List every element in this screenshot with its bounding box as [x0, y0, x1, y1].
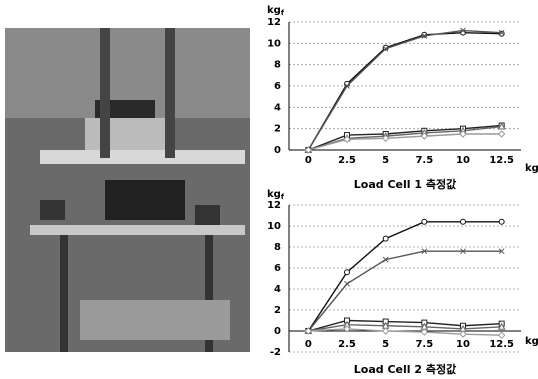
x-tick-label: 7.5: [415, 339, 433, 350]
x-tick-label: 12.5: [489, 155, 514, 166]
x-axis-label: kgf: [525, 336, 538, 348]
marker: [345, 281, 350, 286]
chart-title: Load Cell 1 측정값: [354, 177, 456, 191]
y-tick-label: 6: [274, 81, 281, 92]
series-line: [308, 329, 501, 335]
marker: [421, 329, 427, 335]
figure: 02468101202.557.51012.5kgfkgfLoad Cell 1…: [0, 0, 538, 379]
y-tick-label: 0: [274, 326, 281, 337]
photo: [5, 28, 250, 352]
x-axis-label-text: kg: [525, 336, 538, 347]
y-axis-label-text: kg: [267, 5, 281, 16]
marker: [499, 219, 504, 224]
y-tick-label: -2: [270, 347, 281, 358]
y-axis-label-text: kg: [267, 189, 281, 200]
marker: [345, 270, 350, 275]
y-tick-label: 2: [274, 305, 281, 316]
marker: [499, 332, 505, 338]
y-tick-label: 4: [274, 284, 281, 295]
y-tick-label: 8: [274, 60, 281, 71]
x-tick-label: 5: [382, 339, 389, 350]
y-axis-label-sub: f: [281, 193, 285, 201]
x-tick-label: 0: [305, 155, 312, 166]
y-axis-label: kgf: [267, 5, 285, 17]
series-line: [308, 222, 501, 331]
y-tick-label: 10: [267, 221, 281, 232]
x-tick-label: 12.5: [489, 339, 514, 350]
y-tick-label: 8: [274, 242, 281, 253]
series-line: [308, 251, 501, 331]
x-tick-label: 10: [456, 155, 470, 166]
marker: [383, 236, 388, 241]
y-tick-label: 10: [267, 38, 281, 49]
x-axis-label-text: kg: [525, 163, 538, 174]
x-tick-label: 10: [456, 339, 470, 350]
y-tick-label: 6: [274, 263, 281, 274]
y-axis-label: kgf: [267, 189, 285, 201]
y-axis-label-sub: f: [281, 9, 285, 17]
chart-title: Load Cell 2 측정값: [354, 362, 456, 376]
y-tick-label: 4: [274, 102, 281, 113]
marker: [461, 219, 466, 224]
x-tick-label: 0: [305, 339, 312, 350]
x-tick-label: 2.5: [338, 155, 356, 166]
marker: [383, 328, 389, 334]
marker: [460, 331, 466, 337]
y-tick-label: 0: [274, 145, 281, 156]
x-tick-label: 7.5: [415, 155, 433, 166]
marker: [422, 219, 427, 224]
y-tick-label: 12: [267, 17, 281, 28]
y-tick-label: 12: [267, 200, 281, 211]
x-tick-label: 2.5: [338, 339, 356, 350]
series-line: [308, 134, 501, 150]
x-axis-label: kgf: [525, 163, 538, 175]
marker: [499, 131, 505, 137]
x-tick-label: 5: [382, 155, 389, 166]
y-tick-label: 2: [274, 124, 281, 135]
